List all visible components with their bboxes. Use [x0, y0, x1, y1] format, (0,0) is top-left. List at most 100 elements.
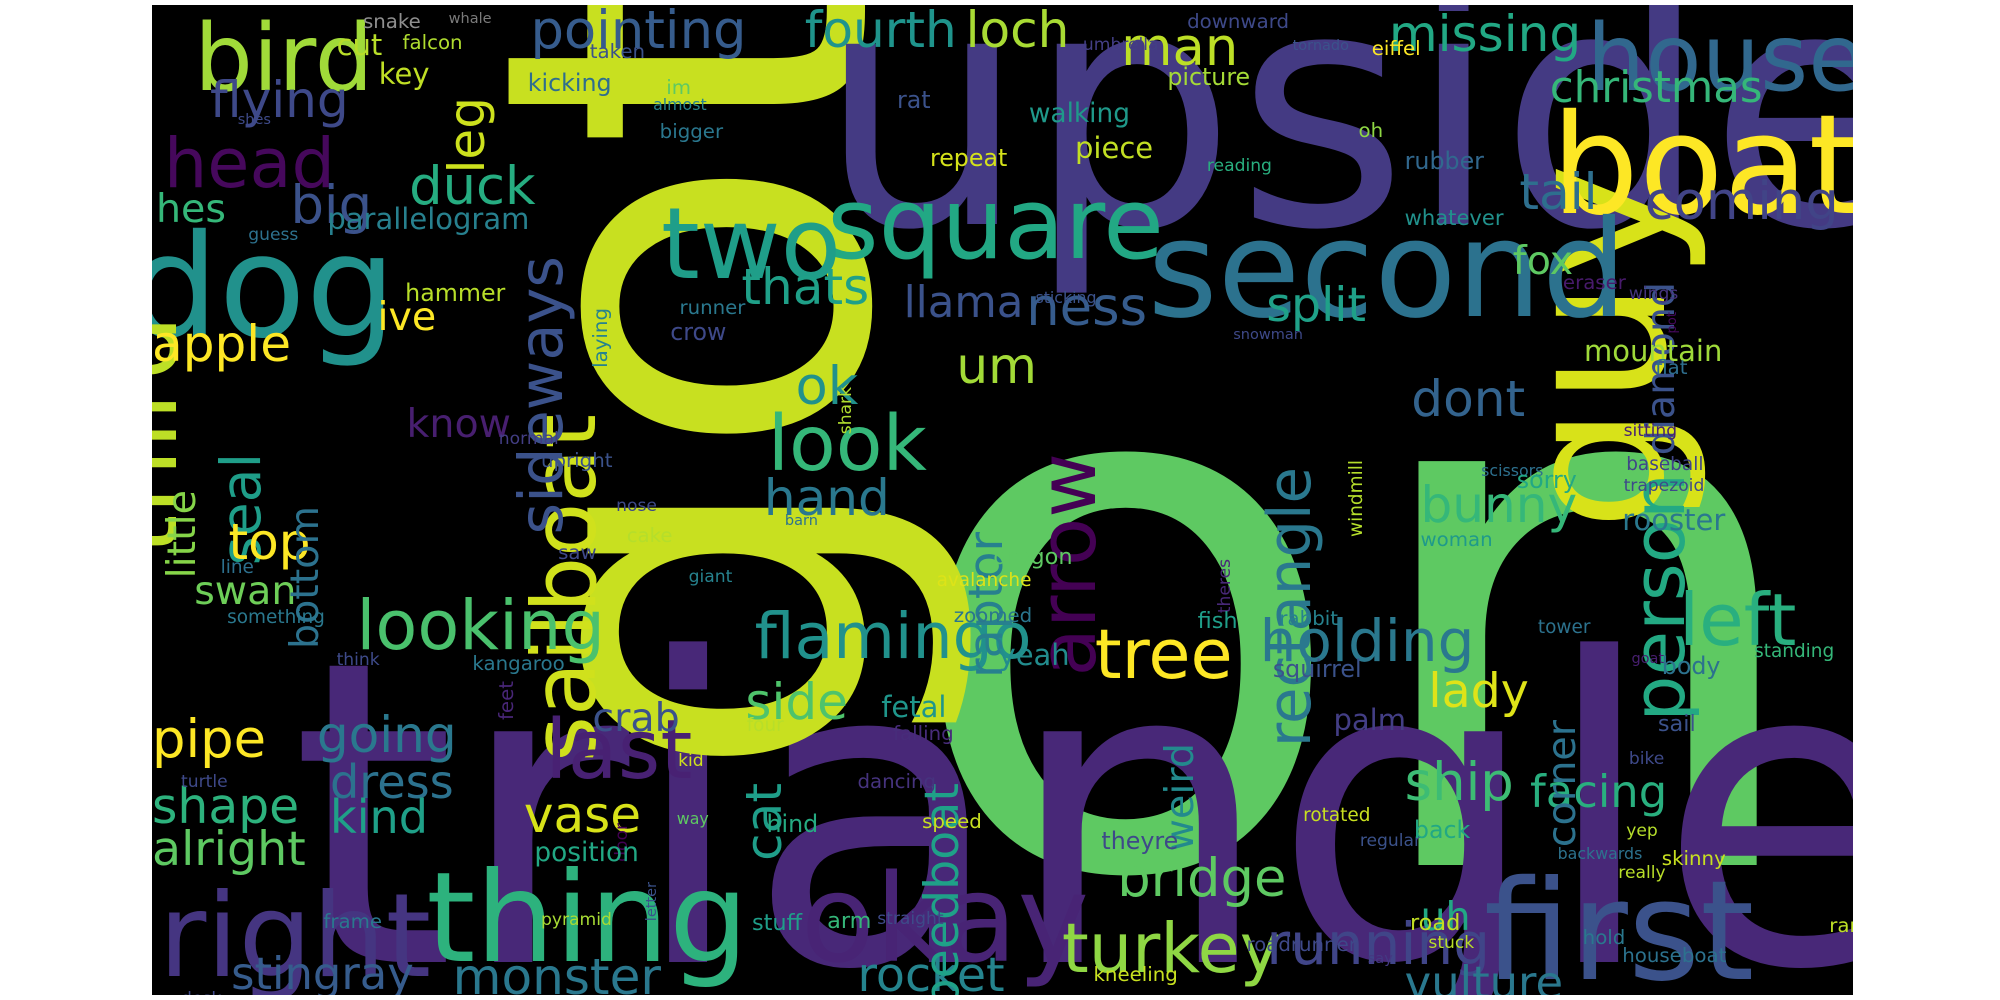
word-shark: shark: [835, 387, 856, 435]
word-think: think: [336, 650, 380, 671]
word-bird: bird: [194, 5, 374, 112]
word-rubber: rubber: [1404, 147, 1484, 176]
word-shape: shape: [152, 777, 300, 835]
word-fish: fish: [1197, 608, 1238, 635]
word-standing: standing: [1754, 641, 1835, 663]
word-crab: crab: [592, 694, 680, 741]
word-sail: sail: [1657, 711, 1696, 738]
word-downward: downward: [1187, 9, 1290, 33]
word-wings: wings: [1628, 283, 1679, 304]
word-top: top: [228, 511, 311, 571]
word-sorry: sorry: [1516, 466, 1577, 495]
word-dancing: dancing: [857, 770, 937, 794]
word-rocket: rocket: [857, 947, 1005, 995]
word-scissors: scissors: [1481, 460, 1544, 480]
word-shes: shes: [237, 112, 271, 129]
word-holding: holding: [1259, 606, 1475, 675]
word-hes: hes: [155, 185, 226, 232]
word-key: key: [378, 57, 430, 92]
word-llama: llama: [903, 277, 1024, 328]
word-first: first: [1483, 850, 1755, 995]
word-falcon: falcon: [402, 30, 463, 54]
word-know: know: [406, 400, 511, 447]
word-swan: swan: [194, 568, 297, 614]
word-palm: palm: [1333, 703, 1406, 738]
word-roadrunner: roadrunner: [1246, 932, 1357, 956]
word-repeat: repeat: [929, 144, 1008, 173]
word-stingray: stingray: [231, 946, 414, 995]
word-regular: regular: [1359, 831, 1422, 852]
word-something: something: [227, 606, 325, 628]
word-sideways: sideways: [506, 255, 577, 535]
word-nose: nose: [616, 496, 657, 517]
word-boat: boat: [1551, 83, 1853, 246]
word-walking: walking: [1028, 99, 1130, 130]
word-second: second: [1147, 190, 1628, 348]
word-theyre: theyre: [1101, 827, 1179, 856]
word-split: split: [1266, 277, 1367, 333]
word-hammer: hammer: [405, 278, 506, 307]
word-stuff: stuff: [751, 910, 803, 937]
word-umbrella: umbrella: [1082, 34, 1159, 55]
word-dragon: dragon: [993, 543, 1073, 570]
word-one: one: [899, 181, 1853, 995]
word-big: big: [290, 175, 373, 237]
word-ive: ive: [377, 293, 437, 340]
word-line: line: [220, 556, 254, 578]
word-head: head: [163, 124, 335, 205]
word-loch: loch: [965, 5, 1070, 59]
word-facing: facing: [1529, 764, 1668, 818]
word-cake: cake: [626, 523, 673, 547]
word-bike: bike: [1628, 749, 1665, 770]
word-going: going: [316, 705, 457, 765]
word-theres: theres: [1215, 558, 1236, 614]
word-fox: fox: [1512, 238, 1574, 285]
word-running: running: [1266, 909, 1491, 978]
word-dress: dress: [330, 755, 454, 810]
word-square: square: [827, 167, 1164, 283]
word-straight: straight: [877, 908, 944, 929]
word-cut: cut: [336, 28, 383, 63]
word-hold: hold: [1582, 926, 1626, 950]
word-baseball: baseball: [1626, 453, 1704, 475]
word-avalanche: avalanche: [936, 570, 1032, 591]
word-tail: tail: [1519, 162, 1598, 222]
word-way: way: [676, 808, 709, 828]
word-vase: vase: [523, 784, 642, 844]
word-rooster: rooster: [1622, 503, 1726, 538]
word-yeah: yeah: [998, 637, 1070, 672]
word-kind: kind: [330, 789, 429, 844]
word-eraser: eraser: [1562, 270, 1626, 294]
word-houseboat: houseboat: [1622, 944, 1727, 968]
word-eiffel: eiffel: [1371, 37, 1421, 61]
word-thing: thing: [426, 844, 749, 991]
word-crow: crow: [670, 318, 727, 347]
word-fetal: fetal: [881, 690, 947, 725]
word-kid: kid: [678, 750, 704, 771]
word-side: side: [745, 672, 848, 732]
word-yep: yep: [1626, 820, 1658, 841]
word-little: little: [158, 490, 205, 579]
word-upside: upside: [817, 5, 1853, 302]
word-zoomed: zoomed: [953, 604, 1033, 628]
word-ness: ness: [1026, 276, 1148, 338]
word-flying: flying: [210, 69, 349, 129]
word-hind: hind: [766, 810, 819, 839]
word-body: body: [1661, 652, 1721, 681]
word-falling: falling: [893, 721, 954, 745]
word-backwards: backwards: [1557, 844, 1643, 864]
word-tornado: tornado: [1292, 38, 1349, 55]
word-rotated: rotated: [1303, 804, 1371, 826]
word-position: position: [534, 837, 639, 868]
word-picture: picture: [1167, 62, 1251, 91]
word-bigger: bigger: [659, 120, 724, 144]
word-feet: feet: [495, 681, 519, 721]
word-saw: saw: [558, 540, 597, 564]
word-goat: goat: [1631, 651, 1665, 668]
word-four: four: [746, 715, 784, 737]
word-coming: coming: [1644, 171, 1839, 233]
word-im: im: [666, 75, 691, 99]
word-fourth: fourth: [804, 5, 957, 59]
word-cloud-canvas: onetrianglegotupsideguyboatsecondhousedo…: [152, 5, 1853, 995]
word-rabbit: rabbit: [1279, 606, 1338, 630]
